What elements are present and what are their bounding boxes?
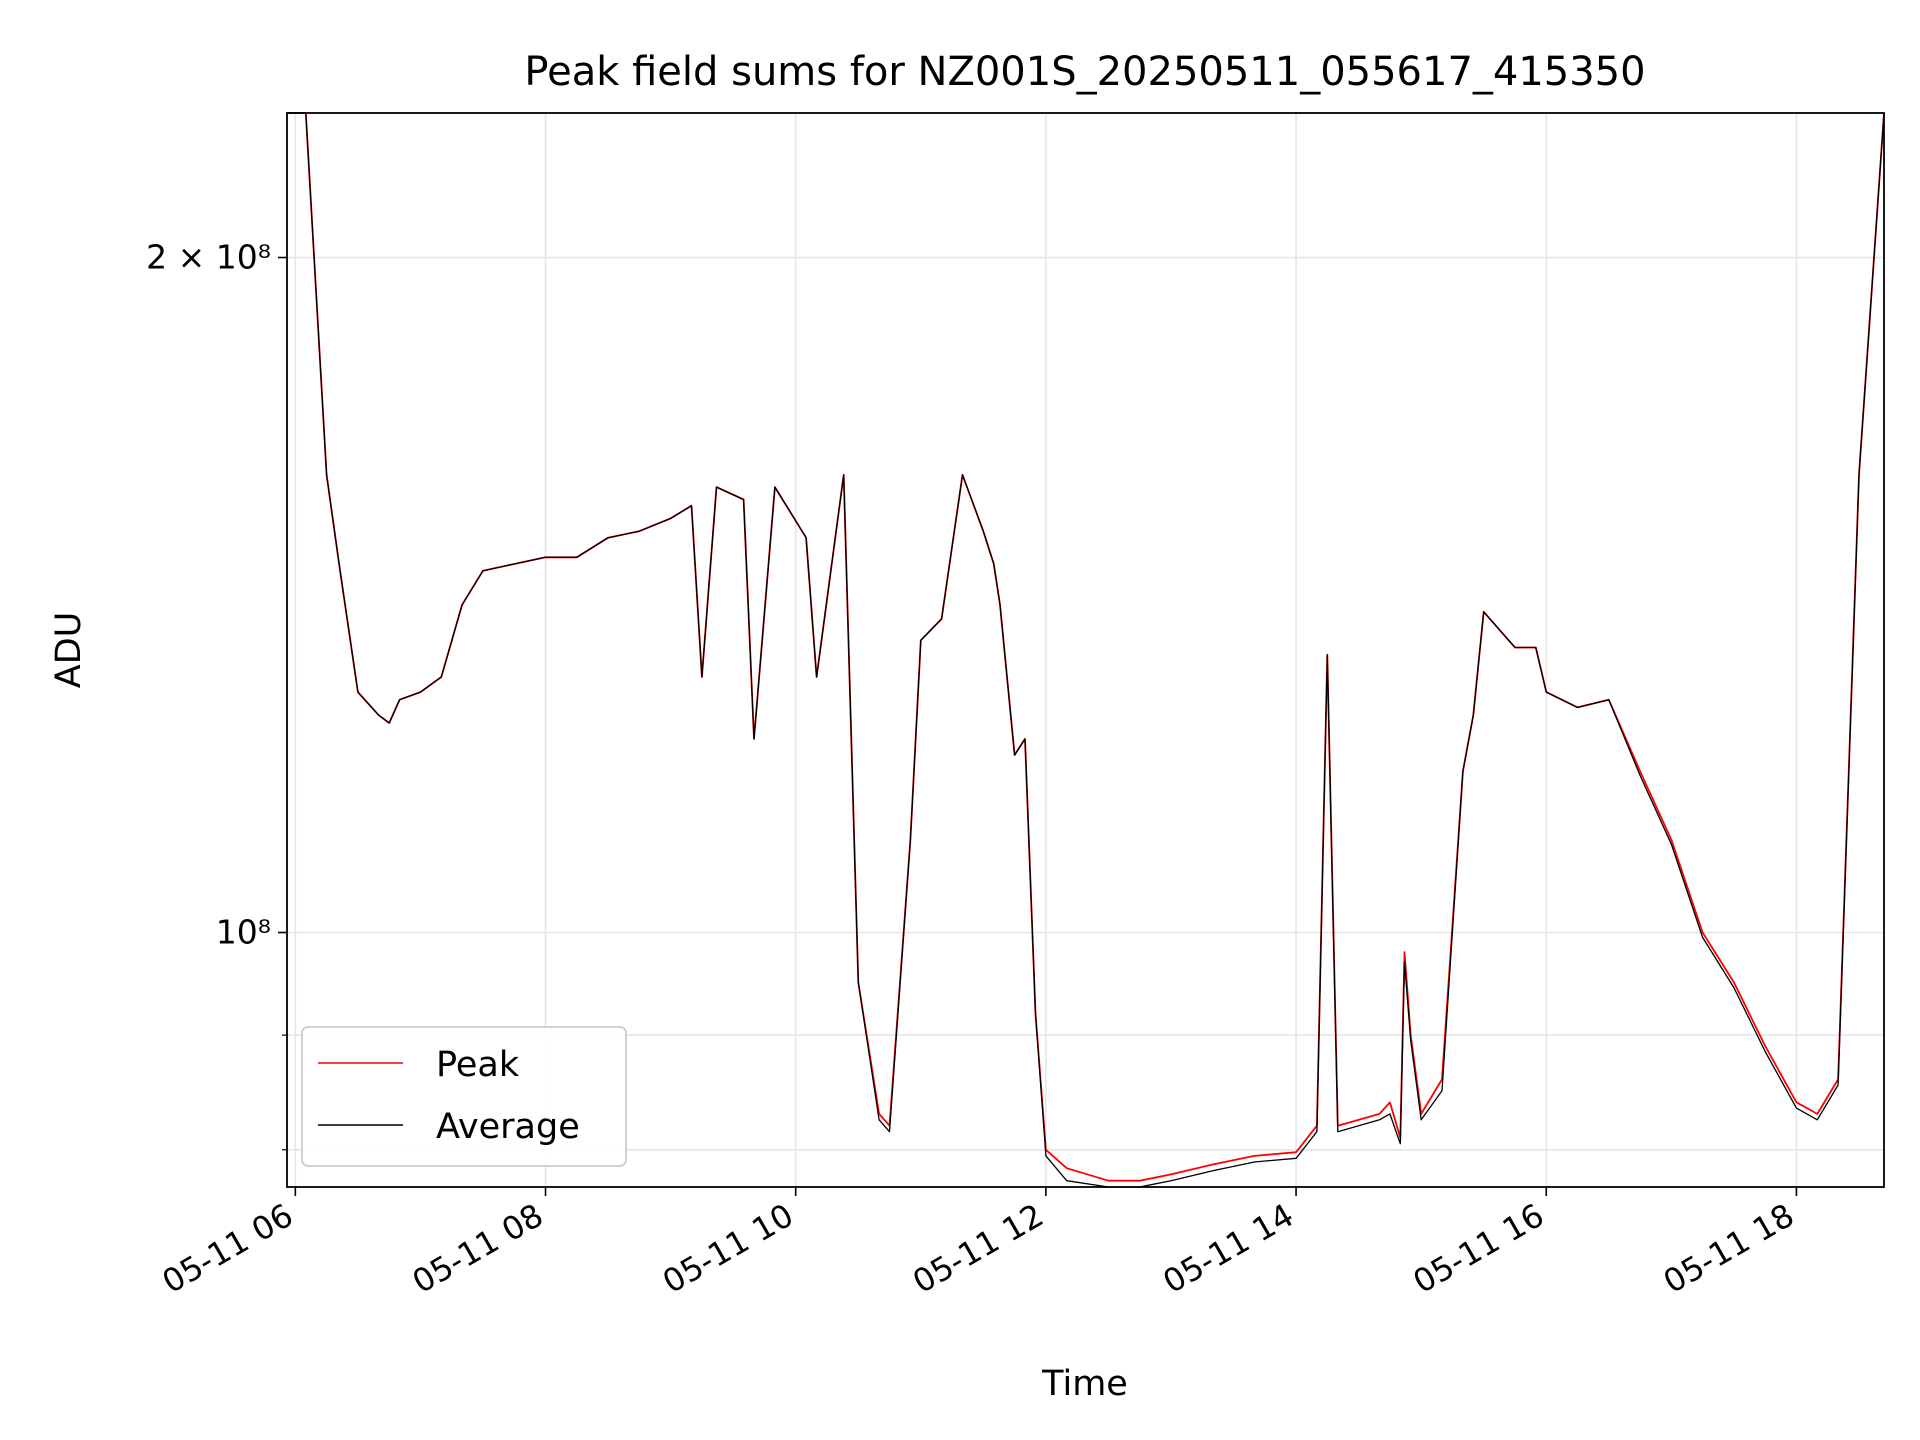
legend-box bbox=[301, 1026, 627, 1167]
x-axis-label: Time bbox=[1041, 1364, 1128, 1404]
legend-label-peak: Peak bbox=[436, 1045, 520, 1085]
legend: Peak Average bbox=[301, 1026, 627, 1167]
y-tick-label: 10⁸ bbox=[216, 912, 271, 951]
grid bbox=[287, 113, 1884, 1187]
series-line-average bbox=[287, 112, 1885, 1188]
legend-label-average: Average bbox=[436, 1107, 580, 1147]
y-axis-label: ADU bbox=[49, 612, 89, 689]
plot-lines bbox=[287, 112, 1885, 1188]
plot-frame bbox=[286, 112, 1885, 1188]
chart-title: Peak field sums for NZ001S_20250511_0556… bbox=[524, 49, 1645, 95]
y-tick-label: 2 × 10⁸ bbox=[146, 238, 271, 277]
